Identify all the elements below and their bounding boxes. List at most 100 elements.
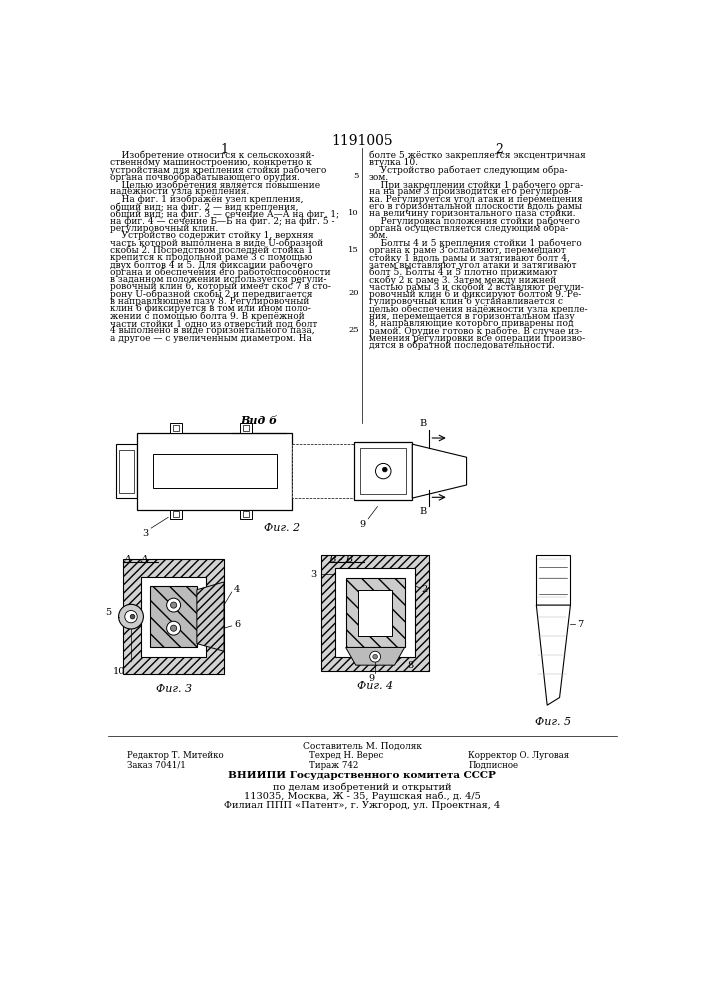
Text: устройствам для крепления стойки рабочего: устройствам для крепления стойки рабочег… — [110, 165, 327, 175]
Text: 2: 2 — [495, 143, 503, 156]
Text: Вид б: Вид б — [240, 415, 277, 426]
Bar — [335, 568, 416, 657]
Circle shape — [125, 610, 137, 623]
Bar — [537, 555, 571, 605]
Text: общий вид; на фиг. 2 — вид крепления,: общий вид; на фиг. 2 — вид крепления, — [110, 202, 298, 212]
Text: Заказ 7041/1: Заказ 7041/1 — [127, 761, 186, 770]
Text: органа осуществляется следующим обра-: органа осуществляется следующим обра- — [369, 224, 568, 233]
Text: его в горизонтальной плоскости вдоль рамы: его в горизонтальной плоскости вдоль рам… — [369, 202, 582, 211]
Bar — [119, 450, 134, 493]
Circle shape — [119, 604, 144, 629]
Text: органа почвообрабатывающего орудия.: органа почвообрабатывающего орудия. — [110, 173, 300, 182]
Text: ровочный клин 6, который имеет скос 7 в сто-: ровочный клин 6, который имеет скос 7 в … — [110, 282, 331, 291]
Text: Изобретение относится к сельскохозяй-: Изобретение относится к сельскохозяй- — [110, 151, 315, 160]
Text: Составитель М. Подоляк: Составитель М. Подоляк — [303, 742, 421, 751]
Text: Регулировка положения стойки рабочего: Регулировка положения стойки рабочего — [369, 217, 580, 226]
Text: по делам изобретений и открытий: по делам изобретений и открытий — [273, 782, 451, 792]
Text: двух болтов 4 и 5. Для фиксации рабочего: двух болтов 4 и 5. Для фиксации рабочего — [110, 261, 313, 270]
Text: общий вид; на фиг. 3 — сечение А—А на фиг. 1;: общий вид; на фиг. 3 — сечение А—А на фи… — [110, 209, 339, 219]
Bar — [358, 590, 392, 636]
Text: Целью изобретения является повышение: Целью изобретения является повышение — [110, 180, 320, 190]
Text: 8, направляющие которого приварены под: 8, направляющие которого приварены под — [369, 319, 573, 328]
Bar — [173, 425, 179, 431]
Circle shape — [167, 621, 180, 635]
Bar — [170, 510, 182, 519]
Text: Техред Н. Верес: Техред Н. Верес — [309, 751, 383, 760]
Circle shape — [382, 467, 387, 472]
Circle shape — [370, 651, 380, 662]
Text: менения регулировки все операции произво-: менения регулировки все операции произво… — [369, 334, 585, 343]
Text: а другое — с увеличенным диаметром. На: а другое — с увеличенным диаметром. На — [110, 334, 312, 343]
Text: Корректор О. Луговая: Корректор О. Луговая — [468, 751, 569, 760]
Text: 113035, Москва, Ж - 35, Раушская наб., д. 4/5: 113035, Москва, Ж - 35, Раушская наб., д… — [244, 791, 480, 801]
Text: надёжности узла крепления.: надёжности узла крепления. — [110, 187, 250, 196]
Text: 5: 5 — [105, 608, 111, 617]
Text: 3: 3 — [310, 570, 316, 579]
Text: рамой. Орудие готово к работе. В случае из-: рамой. Орудие готово к работе. В случае … — [369, 326, 582, 336]
Text: В: В — [419, 419, 427, 428]
Text: жении с помощью болта 9. В крепёжной: жении с помощью болта 9. В крепёжной — [110, 312, 305, 321]
Text: клин 6 фиксируется в том или ином поло-: клин 6 фиксируется в том или ином поло- — [110, 304, 311, 313]
Bar — [170, 423, 182, 433]
Text: ка. Регулируется угол атаки и перемещения: ка. Регулируется угол атаки и перемещени… — [369, 195, 583, 204]
Text: На фиг. 1 изображён узел крепления,: На фиг. 1 изображён узел крепления, — [110, 195, 303, 204]
Text: 15: 15 — [348, 246, 359, 254]
Circle shape — [167, 598, 180, 612]
Bar — [354, 442, 412, 500]
Text: ровочный клин 6 и фиксируют болтом 9. Ре-: ровочный клин 6 и фиксируют болтом 9. Ре… — [369, 290, 581, 299]
Bar — [243, 511, 249, 517]
Bar — [292, 444, 354, 498]
Text: 9: 9 — [368, 674, 374, 683]
Text: В - В: В - В — [329, 555, 354, 564]
Polygon shape — [537, 605, 571, 705]
Text: Фиг. 4: Фиг. 4 — [357, 681, 393, 691]
Bar — [173, 511, 179, 517]
Circle shape — [170, 625, 177, 631]
Text: При закреплении стойки 1 рабочего орга-: При закреплении стойки 1 рабочего орга- — [369, 180, 583, 190]
Bar — [243, 425, 249, 431]
Text: Тираж 742: Тираж 742 — [309, 761, 358, 770]
Text: болте 5 жёстко закрепляется эксцентричная: болте 5 жёстко закрепляется эксцентрична… — [369, 151, 585, 160]
Bar — [151, 586, 197, 647]
Text: 1: 1 — [220, 143, 228, 156]
Bar — [141, 577, 206, 657]
Bar — [321, 555, 429, 671]
Text: скобу 2 к раме 3. Затем между нижней: скобу 2 к раме 3. Затем между нижней — [369, 275, 556, 285]
Text: рону U-образной скобы 2 и передвигается: рону U-образной скобы 2 и передвигается — [110, 290, 312, 299]
Text: 7: 7 — [577, 620, 583, 629]
Text: Устройство содержит стойку 1, верхняя: Устройство содержит стойку 1, верхняя — [110, 231, 314, 240]
Bar — [153, 454, 276, 488]
Text: зом.: зом. — [369, 173, 389, 182]
Text: 4 выполнено в виде горизонтального паза,: 4 выполнено в виде горизонтального паза, — [110, 326, 315, 335]
Text: болт 5. Болты 4 и 5 плотно прижимают: болт 5. Болты 4 и 5 плотно прижимают — [369, 268, 557, 277]
Text: В: В — [419, 507, 427, 516]
Text: ственному машиностроению, конкретно к: ственному машиностроению, конкретно к — [110, 158, 312, 167]
Text: зом.: зом. — [369, 231, 389, 240]
Text: Устройство работает следующим обра-: Устройство работает следующим обра- — [369, 165, 568, 175]
Polygon shape — [412, 444, 467, 498]
Text: целью обеспечения надёжности узла крепле-: целью обеспечения надёжности узла крепле… — [369, 304, 588, 314]
Text: стойку 1 вдоль рамы и затягивают болт 4,: стойку 1 вдоль рамы и затягивают болт 4, — [369, 253, 570, 263]
Bar — [240, 510, 252, 519]
Text: Редактор Т. Митейко: Редактор Т. Митейко — [127, 751, 223, 760]
Text: части стойки 1 одно из отверстий под болт: части стойки 1 одно из отверстий под бол… — [110, 319, 317, 329]
Text: часть которой выполнена в виде U-образной: часть которой выполнена в виде U-образно… — [110, 239, 323, 248]
Text: 2: 2 — [421, 585, 428, 594]
Text: 3: 3 — [142, 529, 148, 538]
Text: органа к раме 3 ослабляют, перемещают: органа к раме 3 ослабляют, перемещают — [369, 246, 566, 255]
Text: ВНИИПИ Государственного комитета СССР: ВНИИПИ Государственного комитета СССР — [228, 771, 496, 780]
Text: 10: 10 — [349, 209, 359, 217]
Bar — [346, 578, 404, 647]
Text: 5: 5 — [354, 172, 359, 180]
Text: гулировочный клин 6 устанавливается с: гулировочный клин 6 устанавливается с — [369, 297, 563, 306]
Text: дятся в обратной последовательности.: дятся в обратной последовательности. — [369, 341, 555, 350]
Text: регулировочный клин.: регулировочный клин. — [110, 224, 218, 233]
Text: 25: 25 — [349, 326, 359, 334]
Text: Фиг. 2: Фиг. 2 — [264, 523, 300, 533]
Text: на величину горизонтального паза стойки.: на величину горизонтального паза стойки. — [369, 209, 575, 218]
Text: 6: 6 — [234, 620, 240, 629]
Bar — [115, 444, 137, 498]
Text: ния, перемещается в горизонтальном пазу: ния, перемещается в горизонтальном пазу — [369, 312, 575, 321]
Bar — [361, 448, 406, 494]
Circle shape — [373, 654, 378, 659]
